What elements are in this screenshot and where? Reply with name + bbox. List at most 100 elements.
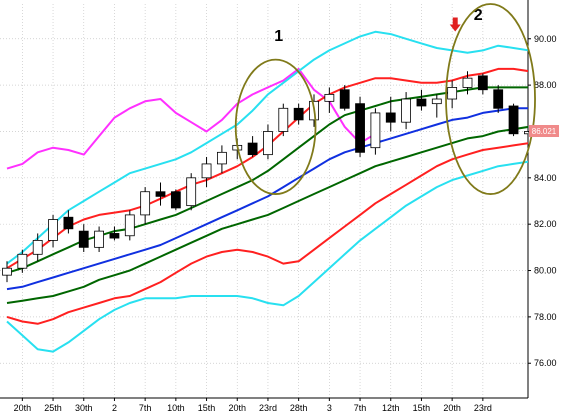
series-line xyxy=(6,160,528,353)
candle-body xyxy=(493,89,504,109)
x-tick-label: 7th xyxy=(354,403,367,413)
candle-body xyxy=(431,98,442,105)
candle-body xyxy=(508,105,519,135)
candle-body xyxy=(17,253,28,269)
x-tick-label: 28th xyxy=(290,403,308,413)
down-arrow-icon xyxy=(449,17,461,32)
candle xyxy=(370,108,381,155)
x-tick-label: 10th xyxy=(167,403,185,413)
candle-body xyxy=(339,89,350,109)
candle-body xyxy=(477,75,488,91)
candle-body xyxy=(370,112,381,149)
candle-body xyxy=(109,233,120,239)
candle xyxy=(247,136,258,157)
candle-body xyxy=(401,98,412,123)
y-tick-label: 90.00 xyxy=(534,34,557,44)
candle-body xyxy=(355,103,365,153)
series-line xyxy=(6,67,376,170)
last-price-tag xyxy=(529,125,559,138)
y-tick-label: 80.00 xyxy=(534,266,557,276)
y-tick-label: 76.00 xyxy=(534,358,557,368)
candle xyxy=(170,189,181,211)
candle-body xyxy=(447,87,458,100)
y-tick-label: 84.00 xyxy=(534,173,557,183)
candle-body xyxy=(140,191,151,216)
indicator-lines xyxy=(6,30,528,353)
candle xyxy=(186,173,197,211)
candle-body xyxy=(524,131,528,135)
candle-body xyxy=(170,191,181,209)
candle-body xyxy=(32,239,43,255)
annotation-label: 1 xyxy=(274,28,283,45)
y-tick-label: 82.00 xyxy=(534,219,557,229)
x-tick-label: 15th xyxy=(413,403,431,413)
candle-body xyxy=(293,107,304,121)
x-tick-label: 23rd xyxy=(259,403,277,413)
candle xyxy=(493,85,504,113)
candle xyxy=(17,249,28,273)
last-price-label: 86.021 xyxy=(532,127,557,136)
x-tick-label: 2 xyxy=(112,403,117,413)
x-tick-label: 23rd xyxy=(474,403,492,413)
candle-body xyxy=(216,151,227,165)
candle-body xyxy=(416,98,427,107)
candle-body xyxy=(2,267,12,276)
candle xyxy=(278,103,289,137)
candle-body xyxy=(278,107,289,132)
candle-body xyxy=(63,216,74,230)
candle xyxy=(140,187,151,225)
y-tick-label: 88.00 xyxy=(534,80,557,90)
x-tick-label: 15th xyxy=(198,403,216,413)
candle xyxy=(155,182,166,206)
candle-body xyxy=(462,77,473,88)
candle xyxy=(32,233,43,262)
annotation-label: 2 xyxy=(474,7,483,24)
x-tick-label: 25th xyxy=(44,403,62,413)
x-tick-label: 12th xyxy=(382,403,400,413)
candle xyxy=(78,224,89,252)
x-tick-label: 20th xyxy=(443,403,461,413)
candle xyxy=(216,145,227,174)
candle xyxy=(324,87,335,113)
candle-body xyxy=(324,93,335,102)
candle-body xyxy=(201,163,212,179)
annotation-ellipse xyxy=(234,58,317,195)
series-line xyxy=(6,30,528,265)
annotation-ellipse xyxy=(445,3,536,195)
candles xyxy=(2,71,528,283)
candle-body xyxy=(155,191,166,197)
series-line xyxy=(6,107,528,291)
candle-body xyxy=(48,219,58,241)
candle xyxy=(524,131,528,135)
x-tick-label: 20th xyxy=(228,403,246,413)
x-tick-label: 7th xyxy=(139,403,152,413)
x-tick-label: 30th xyxy=(75,403,93,413)
x-tick-label: 3 xyxy=(327,403,332,413)
series-line xyxy=(6,86,528,274)
candle xyxy=(431,94,442,118)
candle xyxy=(508,103,519,137)
candle xyxy=(355,96,365,157)
candle-body xyxy=(124,214,135,237)
candle xyxy=(2,261,12,283)
x-tick-label: 20th xyxy=(14,403,32,413)
candle-body xyxy=(186,177,197,207)
candle-body xyxy=(263,131,273,156)
candle-body xyxy=(247,142,258,156)
candle xyxy=(94,226,104,252)
candle xyxy=(462,71,473,95)
candle xyxy=(339,85,350,111)
candle xyxy=(447,80,458,109)
candle xyxy=(416,89,427,111)
candle-body xyxy=(94,230,104,248)
candle-body xyxy=(78,230,89,248)
candle xyxy=(48,214,58,248)
candle xyxy=(263,124,273,160)
candle xyxy=(124,210,135,241)
candle xyxy=(385,96,396,132)
candle xyxy=(477,73,488,95)
candle xyxy=(201,156,212,188)
